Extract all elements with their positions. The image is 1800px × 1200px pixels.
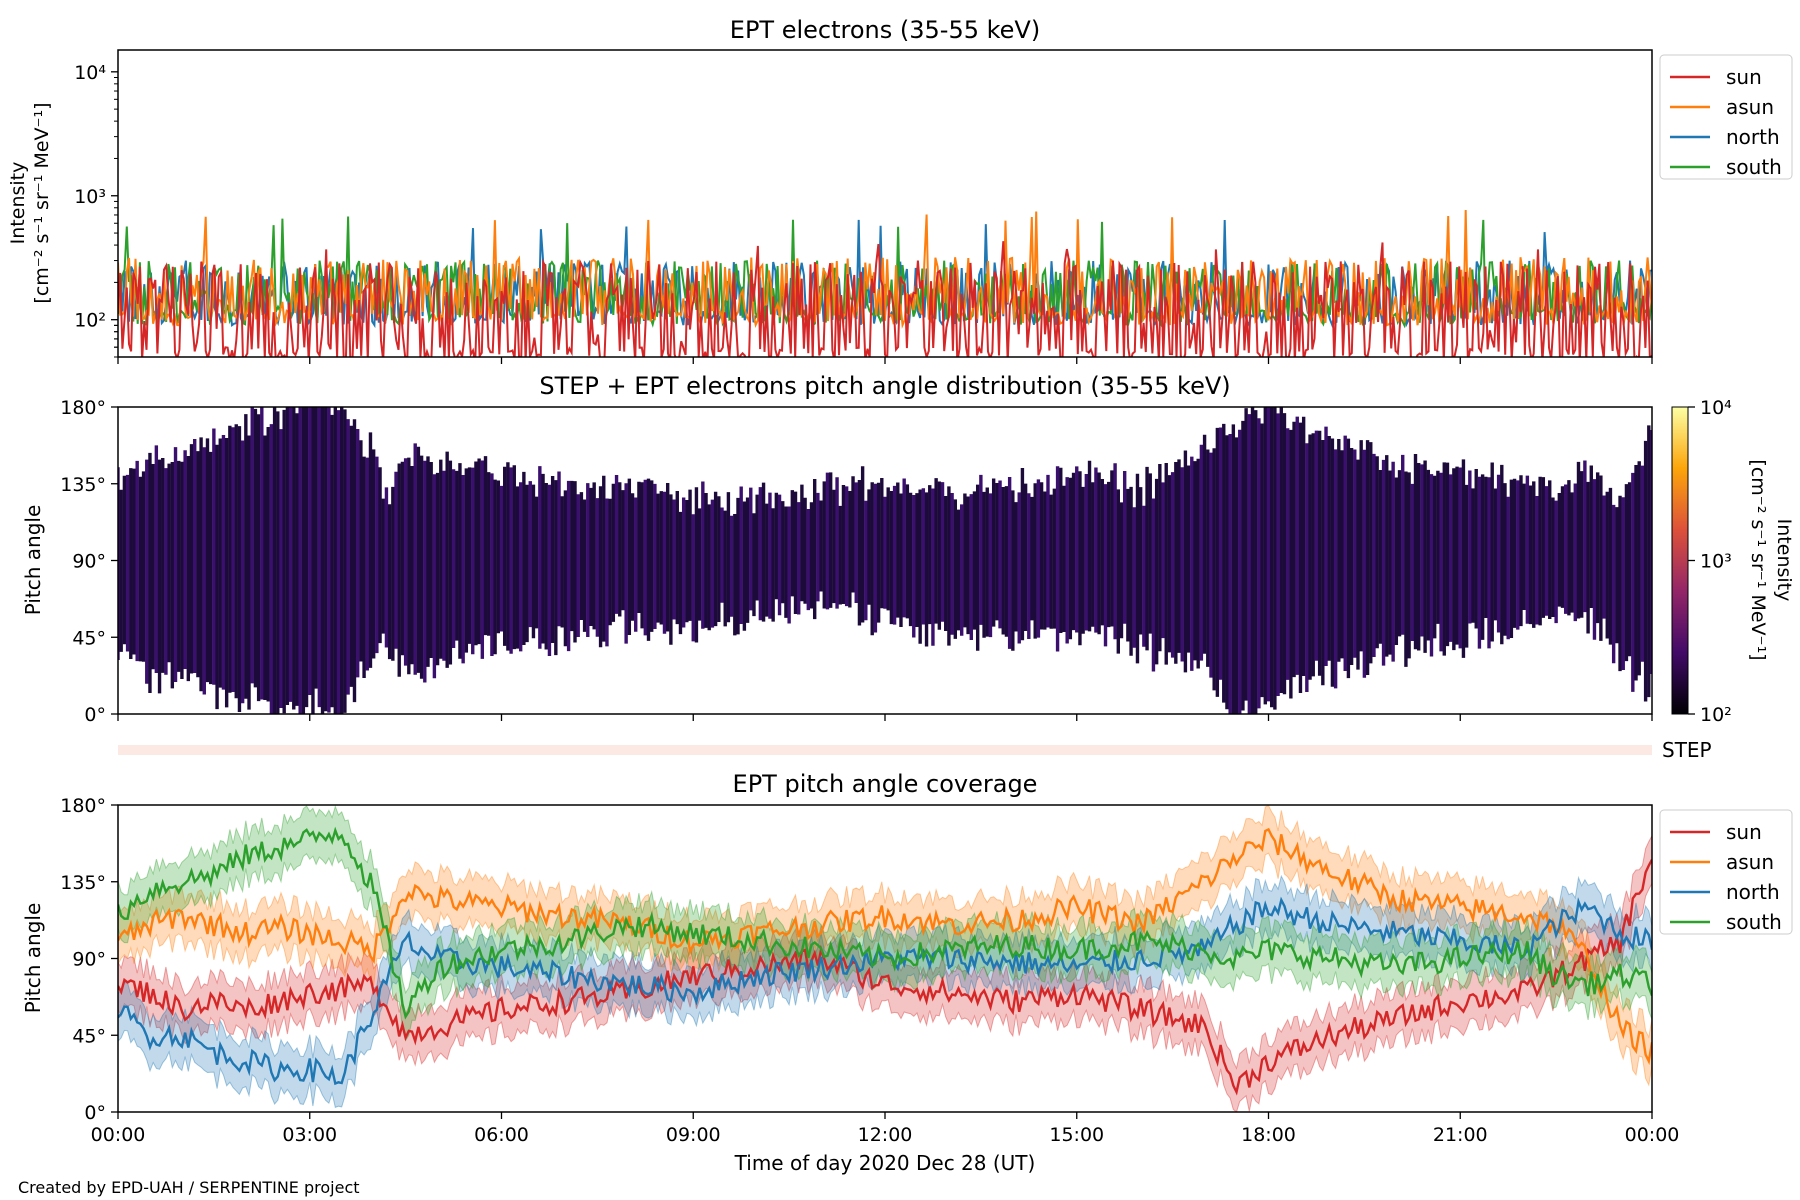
legend-label-north: north [1726, 125, 1780, 149]
panel2-xticks [117, 714, 1653, 721]
legend-box [1659, 809, 1793, 935]
xtick-label: 00:00 [1625, 1124, 1680, 1146]
panel1-title: EPT electrons (35-55 keV) [730, 16, 1040, 44]
series-band-asun [118, 805, 1652, 1087]
legend-box [1659, 54, 1793, 180]
panel1-xticks [117, 357, 1653, 364]
xtick-label: 00:00 [91, 1124, 146, 1146]
ytick-label: 180° [60, 795, 106, 817]
series-band-south [118, 805, 1652, 1042]
colorbar [1671, 406, 1689, 715]
series-band-sun [118, 835, 1652, 1112]
ytick-label: 135° [60, 872, 106, 894]
xtick-label: 21:00 [1433, 1124, 1488, 1146]
colorbar-ticks: 10² 10³ 10⁴ [1688, 397, 1732, 726]
panel1-yticks: 10² 10³ 10⁴ [74, 62, 118, 358]
xtick-label: 03:00 [282, 1124, 337, 1146]
legend-label-sun: sun [1726, 65, 1762, 89]
panel1-legend: sun asun north south [1659, 54, 1793, 180]
series-line-sun [118, 859, 1652, 1096]
panel2-yticks: 0° 45° 90° 135° 180° [60, 397, 118, 726]
panel1-series-group [118, 209, 1652, 357]
colorbar-label-line2: [cm⁻² s⁻¹ sr⁻¹ MeV⁻¹] [1747, 459, 1769, 660]
panel4-xlabel: Time of day 2020 Dec 28 (UT) [734, 1151, 1036, 1175]
panel4-title: EPT pitch angle coverage [733, 770, 1038, 798]
ytick-label: 10² [74, 310, 106, 332]
panel4-yticks: 0° 45° 90° 135° 180° [60, 795, 118, 1124]
panel2-heatmap-group [118, 407, 1652, 714]
panel1-ylabel-line2: [cm⁻² s⁻¹ sr⁻¹ MeV⁻¹] [31, 102, 53, 303]
step-band-label: STEP [1662, 738, 1712, 762]
panel1-ylabel-line1: Intensity [7, 162, 29, 245]
series-line-south [118, 826, 1652, 1020]
ytick-label: 45° [72, 627, 106, 649]
legend-label-asun: asun [1726, 850, 1774, 874]
xtick-label: 06:00 [474, 1124, 529, 1146]
footer-credit: Created by EPD-UAH / SERPENTINE project [18, 1178, 360, 1197]
ytick-label: 45° [72, 1025, 106, 1047]
series-line-south [118, 216, 1652, 329]
legend-label-north: north [1726, 880, 1780, 904]
colorbar-label-line1: Intensity [1773, 519, 1795, 602]
panel4-series-group [118, 805, 1652, 1112]
legend-label-south: south [1726, 910, 1782, 934]
series-line-north [118, 896, 1652, 1086]
xtick-label: 18:00 [1241, 1124, 1296, 1146]
panel4-xticks: 00:00 03:00 06:00 09:00 12:00 15:00 18:00 21:00… [91, 1112, 1680, 1146]
panel2-ylabel: Pitch angle [21, 505, 45, 616]
series-line-asun [118, 209, 1652, 329]
colorbar-tick-label: 10⁴ [1700, 397, 1732, 419]
xtick-label: 09:00 [666, 1124, 721, 1146]
legend-label-south: south [1726, 155, 1782, 179]
panel-intensity: EPT electrons (35-55 keV) 10² 10³ 10⁴ Inte… [7, 16, 1793, 364]
panel2-title: STEP + EPT electrons pitch angle distrib… [539, 372, 1230, 400]
ytick-label: 135° [60, 474, 106, 496]
panel-pitch-distribution: STEP + EPT electrons pitch angle distrib… [21, 372, 1795, 726]
ytick-label: 10³ [74, 186, 106, 208]
step-band: STEP [118, 738, 1712, 762]
panel4-ylabel: Pitch angle [21, 903, 45, 1014]
series-line-asun [118, 827, 1652, 1065]
ytick-label: 180° [60, 397, 106, 419]
series-band-north [118, 874, 1652, 1109]
xtick-label: 15:00 [1049, 1124, 1104, 1146]
ytick-label: 10⁴ [74, 62, 106, 84]
ytick-label: 90° [72, 949, 106, 971]
panel-pitch-coverage: EPT pitch angle coverage 0° 45° 90° 135° 180… [21, 770, 1793, 1175]
colorbar-tick-label: 10² [1700, 704, 1732, 726]
ytick-label: 0° [84, 704, 106, 726]
ytick-label: 90° [72, 551, 106, 573]
legend-label-asun: asun [1726, 95, 1774, 119]
xtick-label: 12:00 [858, 1124, 913, 1146]
step-band-rect [118, 745, 1652, 755]
ytick-label: 0° [84, 1102, 106, 1124]
panel4-legend: sun asun north south [1659, 809, 1793, 935]
colorbar-tick-label: 10³ [1700, 551, 1732, 573]
legend-label-sun: sun [1726, 820, 1762, 844]
series-line-sun [118, 241, 1652, 357]
